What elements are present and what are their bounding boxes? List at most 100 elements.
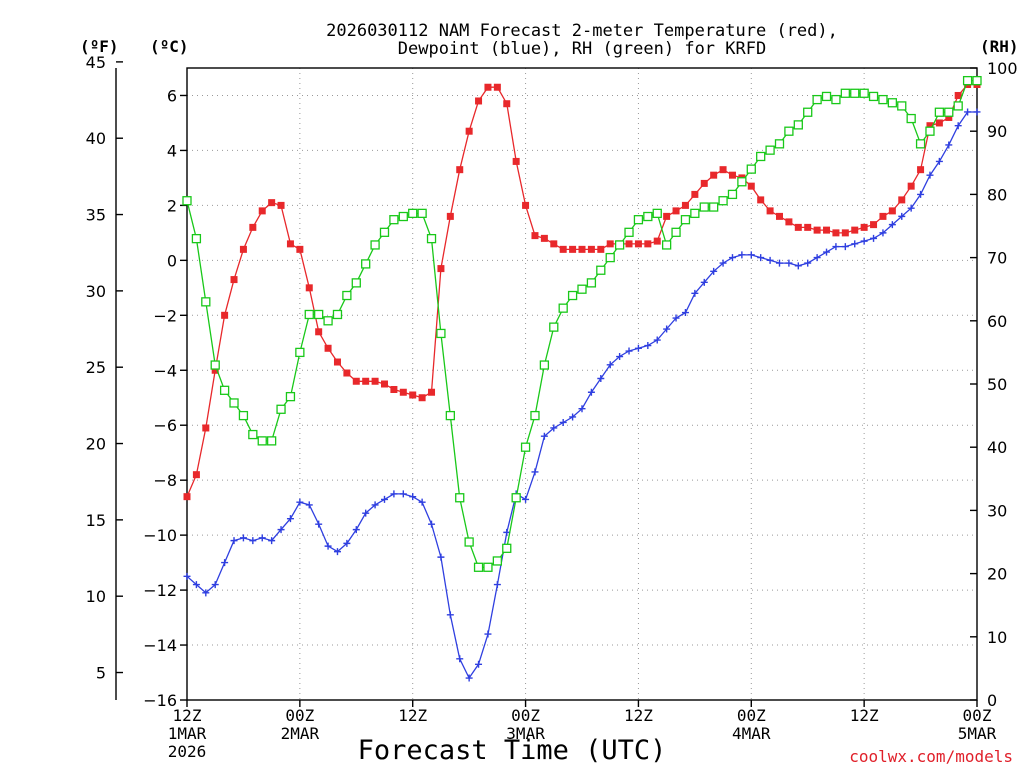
celsius-tick-label: −2 <box>153 306 177 325</box>
rh-point <box>370 240 380 250</box>
rh-point <box>737 177 747 187</box>
temperature-point <box>484 83 492 91</box>
dewpoint-point <box>898 212 906 220</box>
rh-point <box>238 410 249 421</box>
dewpoint-point <box>710 267 718 275</box>
rh-point <box>953 101 963 111</box>
dewpoint-point <box>597 375 605 383</box>
temperature-point <box>550 240 558 248</box>
rh-line <box>186 79 977 568</box>
dewpoint-point <box>239 534 247 542</box>
temperature-point <box>493 83 501 91</box>
celsius-tick-label: −6 <box>153 416 177 435</box>
temperature-point <box>192 471 200 479</box>
rh-point <box>295 347 305 358</box>
dewpoint-point <box>587 388 595 396</box>
temperature-point <box>305 284 313 292</box>
temperature-point <box>954 91 962 99</box>
dewpoint-point <box>277 526 285 534</box>
temperature-point <box>663 212 671 220</box>
dewpoint-point <box>794 262 802 270</box>
temperature-series <box>183 80 981 501</box>
temperature-point <box>898 196 906 204</box>
rh-point <box>850 88 860 98</box>
temperature-point <box>728 171 736 179</box>
rh-point <box>774 139 785 149</box>
rh-series <box>182 75 982 572</box>
rh-point <box>530 410 540 421</box>
rh-point <box>868 91 879 102</box>
rh-point <box>257 436 267 446</box>
rh-point <box>304 309 314 320</box>
time-tick-label: 12Z <box>398 706 427 725</box>
temperature-point <box>917 166 925 174</box>
dewpoint-point <box>484 630 492 638</box>
rh-point <box>690 208 700 219</box>
dewpoint-point <box>945 141 953 149</box>
rh-point <box>803 107 813 117</box>
dewpoint-point <box>578 405 586 413</box>
dewpoint-point <box>202 589 210 597</box>
rh-point <box>793 120 803 130</box>
rh-point <box>906 113 916 124</box>
rh-point <box>549 322 559 332</box>
grid-lines <box>187 68 977 700</box>
rh-point <box>201 297 211 307</box>
rh-point <box>727 189 738 200</box>
temperature-point <box>446 212 454 220</box>
temperature-point <box>945 113 953 121</box>
rh-tick-label: 50 <box>987 375 1007 394</box>
temperature-point <box>315 328 323 336</box>
temperature-point <box>888 207 896 215</box>
rh-point <box>464 537 474 547</box>
rh-point <box>699 202 709 212</box>
dewpoint-point <box>324 542 332 550</box>
fahrenheit-axis: 5 10 15 20 25 30 35 40 45 <box>86 53 123 683</box>
temperature-point <box>371 377 379 385</box>
rh-point <box>709 202 719 212</box>
dewpoint-point <box>851 240 859 248</box>
temperature-point <box>926 122 934 130</box>
temperature-point <box>183 493 191 501</box>
rh-tick-label: 60 <box>987 312 1007 331</box>
temperature-point <box>597 245 605 253</box>
dewpoint-point <box>606 361 614 369</box>
celsius-unit-label: (ºC) <box>150 37 189 56</box>
dewpoint-point <box>917 190 925 198</box>
dewpoint-point <box>785 259 793 267</box>
dewpoint-point <box>813 254 821 262</box>
rh-point <box>229 398 239 408</box>
rh-point <box>680 215 691 225</box>
rh-unit-label: (RH) <box>980 37 1019 56</box>
rh-point <box>887 98 898 108</box>
plot-frame <box>186 67 978 701</box>
rh-point <box>483 562 493 572</box>
rh-point <box>577 284 587 294</box>
temperature-point <box>362 377 370 385</box>
dewpoint-point <box>766 256 774 264</box>
rh-point <box>925 126 935 136</box>
rh-point <box>473 562 484 572</box>
rh-point <box>812 94 822 105</box>
dewpoint-point <box>409 493 417 501</box>
dewpoint-point <box>390 490 398 498</box>
dewpoint-point <box>540 432 548 440</box>
fahrenheit-unit-label: (ºF) <box>80 37 119 56</box>
rh-point <box>944 107 954 117</box>
rh-point <box>285 391 296 402</box>
temperature-point <box>907 182 915 190</box>
rh-point <box>633 215 644 225</box>
chart-title-line2: Dewpoint (blue), RH (green) for KRFD <box>398 39 766 59</box>
temperature-point <box>681 201 689 209</box>
temperature-point <box>804 223 812 231</box>
temperature-point <box>456 166 464 174</box>
dewpoint-point <box>437 553 445 561</box>
celsius-tick-label: 2 <box>167 196 177 215</box>
temperature-point <box>879 212 887 220</box>
rh-point <box>567 290 578 301</box>
dewpoint-point <box>503 528 511 536</box>
temperature-point <box>766 207 774 215</box>
dewpoint-point <box>691 289 699 297</box>
temperature-point <box>249 223 257 231</box>
